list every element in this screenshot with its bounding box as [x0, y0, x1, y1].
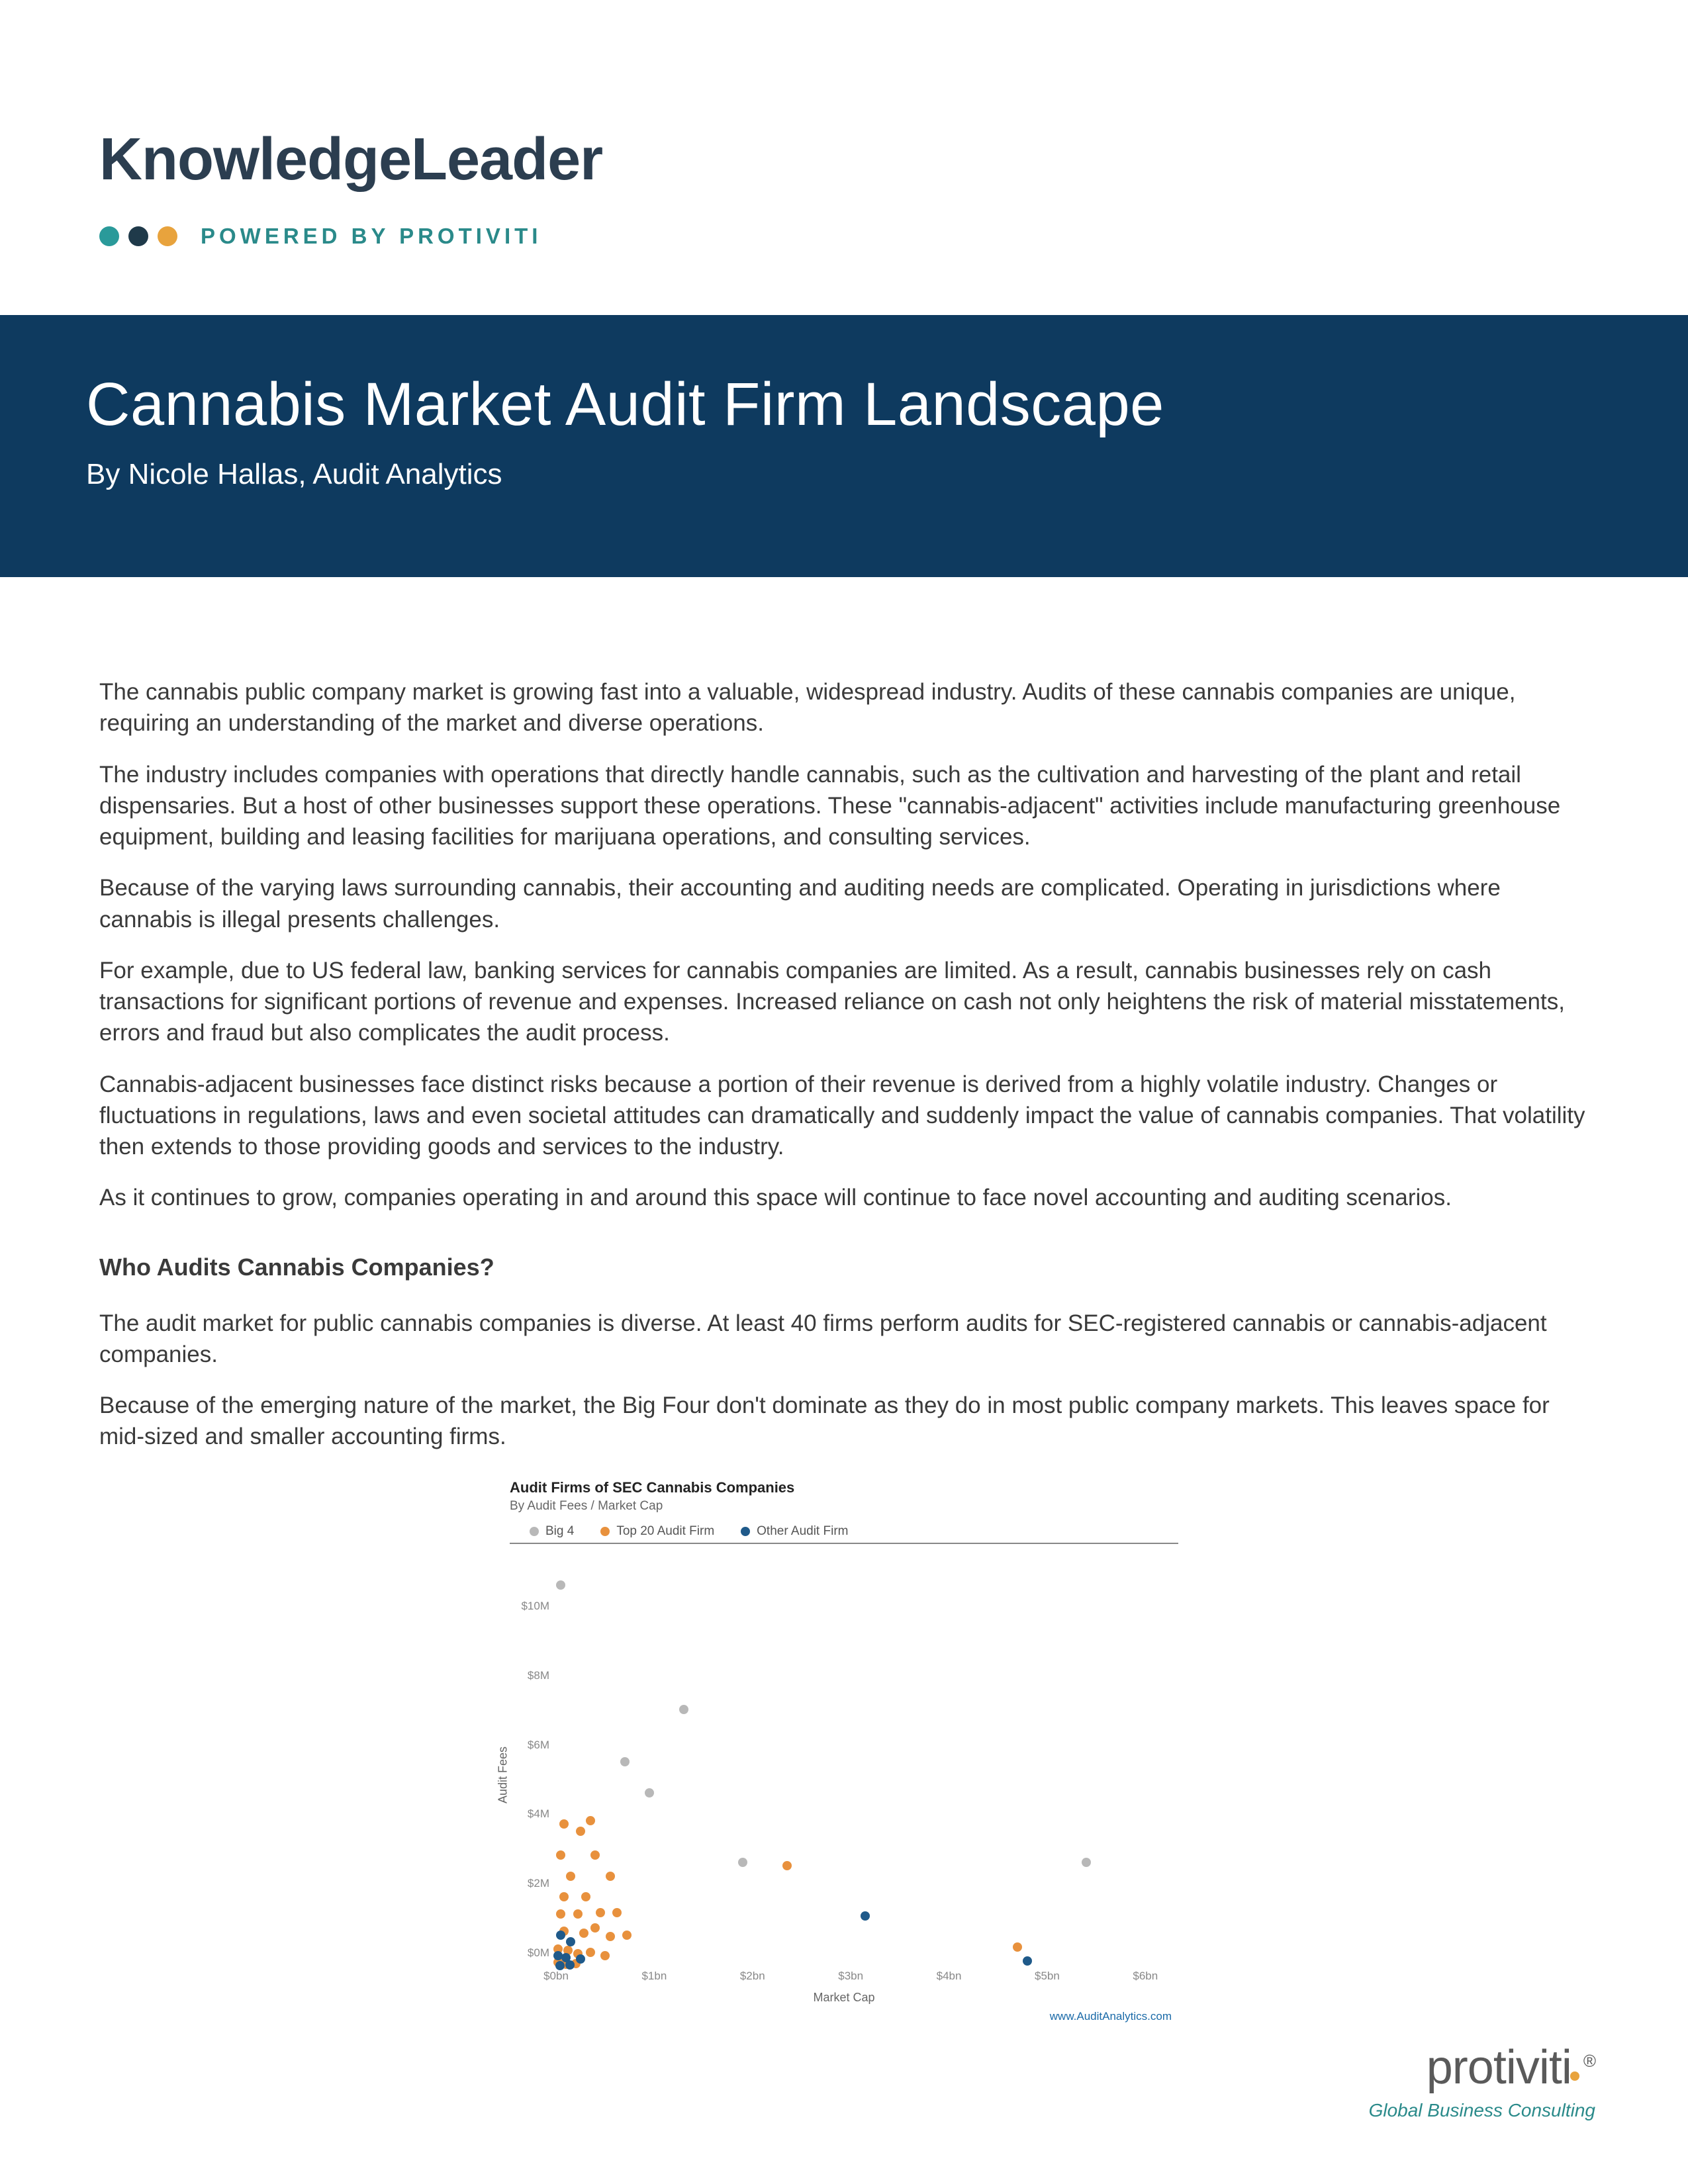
data-point	[565, 1960, 575, 1970]
y-axis: $0M $2M $4M $6M $8M $10M	[510, 1551, 556, 1966]
y-tick: $2M	[528, 1877, 549, 1890]
data-point	[579, 1929, 588, 1938]
data-point	[596, 1908, 605, 1917]
chart-plot: $0M $2M $4M $6M $8M $10M $0bn $1bn $2bn $3bn $4bn…	[510, 1543, 1178, 2006]
paragraph-3: Because of the varying laws surrounding …	[99, 872, 1589, 935]
data-point	[612, 1908, 622, 1917]
article-body: The cannabis public company market is gr…	[0, 577, 1688, 2023]
data-point	[586, 1948, 595, 1957]
data-point	[573, 1909, 583, 1919]
byline: By Nicole Hallas, Audit Analytics	[86, 458, 1602, 491]
data-point	[738, 1858, 747, 1867]
data-point	[679, 1705, 688, 1714]
legend-swatch	[741, 1527, 750, 1536]
data-point	[782, 1861, 792, 1870]
legend-label: Top 20 Audit Firm	[616, 1524, 714, 1539]
protiviti-dot-icon	[1570, 2071, 1579, 2081]
x-tick: $0bn	[543, 1970, 569, 1983]
x-tick: $6bn	[1133, 1970, 1158, 1983]
data-point	[620, 1757, 630, 1766]
data-point	[556, 1909, 565, 1919]
paragraph-5: Cannabis-adjacent businesses face distin…	[99, 1069, 1589, 1163]
data-point	[600, 1951, 610, 1960]
data-point	[622, 1931, 632, 1940]
data-point	[559, 1892, 569, 1901]
paragraph-7: The audit market for public cannabis com…	[99, 1308, 1589, 1371]
protiviti-tagline: Global Business Consulting	[1369, 2100, 1595, 2121]
data-point	[861, 1911, 870, 1921]
brand-dot-2	[128, 226, 148, 246]
legend-label: Other Audit Firm	[757, 1524, 848, 1539]
brand-name: KnowledgeLeader	[99, 126, 1589, 194]
data-point	[566, 1937, 575, 1946]
brand-subrow: POWERED BY PROTIVITI	[99, 224, 1589, 249]
y-tick: $10M	[521, 1600, 549, 1613]
brand-dot-3	[158, 226, 177, 246]
powered-by: POWERED BY PROTIVITI	[201, 224, 541, 249]
data-point	[576, 1827, 585, 1836]
data-point	[556, 1850, 565, 1860]
chart-credit: www.AuditAnalytics.com	[510, 2010, 1178, 2023]
legend-label: Big 4	[545, 1524, 574, 1539]
data-point	[1023, 1956, 1032, 1966]
data-point	[556, 1580, 565, 1590]
brand-dots	[99, 226, 177, 246]
paragraph-8: Because of the emerging nature of the ma…	[99, 1390, 1589, 1453]
data-point	[606, 1872, 615, 1881]
chart-subtitle: By Audit Fees / Market Cap	[510, 1499, 1178, 1514]
x-tick: $3bn	[838, 1970, 863, 1983]
legend-swatch	[600, 1527, 610, 1536]
x-tick: $5bn	[1035, 1970, 1060, 1983]
y-tick: $6M	[528, 1739, 549, 1752]
registered-icon: ®	[1583, 2051, 1595, 2071]
data-point	[576, 1954, 585, 1964]
subheading: Who Audits Cannabis Companies?	[99, 1253, 1589, 1281]
y-tick: $0M	[528, 1946, 549, 1960]
legend-item: Top 20 Audit Firm	[600, 1524, 714, 1539]
chart-legend: Big 4 Top 20 Audit Firm Other Audit Firm	[530, 1524, 1178, 1539]
title-banner: Cannabis Market Audit Firm Landscape By …	[0, 315, 1688, 577]
plot-area	[556, 1551, 1165, 1966]
data-point	[566, 1872, 575, 1881]
data-point	[586, 1816, 595, 1825]
y-tick: $8M	[528, 1669, 549, 1682]
protiviti-text: protiviti	[1427, 2041, 1571, 2094]
paragraph-1: The cannabis public company market is gr…	[99, 676, 1589, 739]
footer-logo: protiviti ® Global Business Consulting	[1369, 2040, 1595, 2121]
legend-swatch	[530, 1527, 539, 1536]
data-point	[559, 1819, 569, 1829]
y-axis-label: Audit Fees	[496, 1747, 510, 1803]
x-tick: $2bn	[740, 1970, 765, 1983]
data-point	[590, 1850, 600, 1860]
legend-item: Big 4	[530, 1524, 574, 1539]
x-axis-label: Market Cap	[510, 1991, 1178, 2005]
paragraph-6: As it continues to grow, companies opera…	[99, 1182, 1589, 1213]
data-point	[606, 1932, 615, 1941]
data-point	[556, 1931, 565, 1940]
legend-item: Other Audit Firm	[741, 1524, 848, 1539]
y-tick: $4M	[528, 1807, 549, 1821]
x-axis: $0bn$1bn$2bn$3bn$4bn$5bn$6bn	[556, 1970, 1165, 1989]
paragraph-4: For example, due to US federal law, bank…	[99, 955, 1589, 1049]
paragraph-2: The industry includes companies with ope…	[99, 759, 1589, 853]
data-point	[581, 1892, 590, 1901]
brand-dot-1	[99, 226, 119, 246]
data-point	[645, 1788, 654, 1797]
x-tick: $4bn	[937, 1970, 962, 1983]
scatter-chart: Audit Firms of SEC Cannabis Companies By…	[510, 1479, 1178, 2023]
data-point	[1013, 1942, 1022, 1952]
protiviti-logo: protiviti ®	[1427, 2040, 1595, 2095]
header: KnowledgeLeader POWERED BY PROTIVITI	[0, 0, 1688, 289]
chart-title: Audit Firms of SEC Cannabis Companies	[510, 1479, 1178, 1496]
x-tick: $1bn	[641, 1970, 667, 1983]
data-point	[590, 1923, 600, 1933]
data-point	[1082, 1858, 1091, 1867]
data-point	[555, 1961, 565, 1970]
article-title: Cannabis Market Audit Firm Landscape	[86, 371, 1602, 438]
